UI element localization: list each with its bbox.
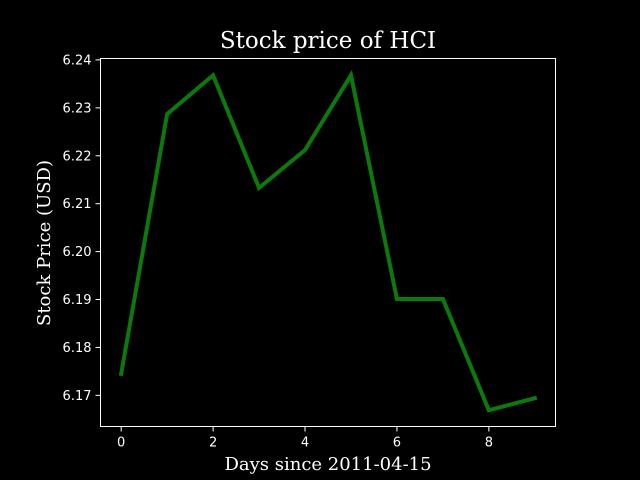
y-tick-label: 6.22: [63, 149, 92, 164]
x-tick-label: 8: [485, 436, 493, 451]
y-tick-label: 6.19: [63, 293, 92, 308]
x-axis-label: Days since 2011-04-15: [224, 454, 431, 475]
x-tick-label: 6: [393, 436, 401, 451]
x-tick-label: 4: [301, 436, 309, 451]
y-tick-label: 6.24: [63, 53, 92, 68]
y-tick-label: 6.20: [63, 245, 92, 260]
y-tick-label: 6.21: [63, 197, 92, 212]
x-tick-label: 2: [209, 436, 217, 451]
series-line: [118, 69, 538, 413]
x-axis: 0 2 4 6 8: [117, 426, 493, 451]
chart-title: Stock price of HCI: [220, 28, 436, 54]
y-tick-label: 6.23: [63, 101, 92, 116]
x-tick-label: 0: [117, 436, 125, 451]
plot-area: [118, 69, 538, 413]
y-axis-label: Stock Price (USD): [34, 160, 55, 326]
y-axis: 6.17 6.18 6.19 6.20 6.21 6.22 6.23 6.24: [63, 53, 101, 404]
y-tick-label: 6.18: [63, 341, 92, 356]
axes-frame: [100, 58, 556, 427]
y-tick-label: 6.17: [63, 389, 92, 404]
